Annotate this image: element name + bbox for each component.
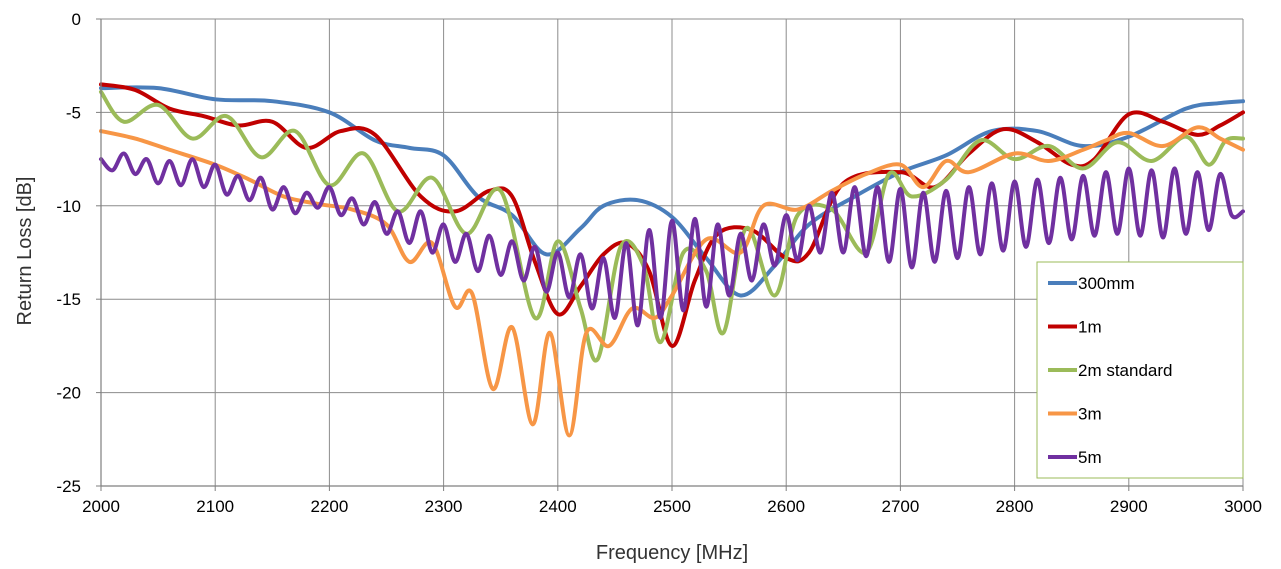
x-axis-label: Frequency [MHz] — [596, 542, 748, 564]
series-line-5m — [99, 151, 1245, 328]
x-tick-label: 3000 — [1224, 497, 1262, 516]
x-tick-label: 2400 — [539, 497, 577, 516]
y-tick-label: -15 — [56, 290, 81, 309]
series-lines — [99, 82, 1245, 438]
y-tick-label: -5 — [66, 103, 81, 122]
x-tick-label: 2100 — [196, 497, 234, 516]
y-tick-label: -25 — [56, 477, 81, 496]
series-line-2m-standard — [99, 89, 1245, 363]
x-tick-label: 2900 — [1110, 497, 1148, 516]
legend-label-300mm: 300mm — [1078, 274, 1135, 293]
y-tick-label: -20 — [56, 384, 81, 403]
legend-label-2m-standard: 2m standard — [1078, 361, 1173, 380]
y-tick-label: -10 — [56, 197, 81, 216]
y-tick-label: 0 — [72, 10, 81, 29]
legend-label-3m: 3m — [1078, 405, 1102, 424]
x-tick-label: 2600 — [767, 497, 805, 516]
legend-label-1m: 1m — [1078, 318, 1102, 337]
x-tick-label: 2200 — [310, 497, 348, 516]
series-line-300mm — [99, 85, 1245, 298]
x-tick-label: 2800 — [996, 497, 1034, 516]
legend: 300mm 1m 2m standard 3m 5m — [1036, 261, 1244, 479]
x-tick-label: 2000 — [82, 497, 120, 516]
x-tick-label: 2700 — [881, 497, 919, 516]
series-line-3m — [99, 125, 1245, 438]
tick-labels: 2000 2100 2200 2300 2400 2500 2600 2700 2800 2900… — [56, 10, 1261, 516]
axes — [96, 18, 1244, 491]
x-tick-label: 2500 — [653, 497, 691, 516]
y-axis-label: Return Loss [dB] — [14, 177, 36, 326]
x-tick-label: 2300 — [425, 497, 463, 516]
legend-label-5m: 5m — [1078, 448, 1102, 467]
